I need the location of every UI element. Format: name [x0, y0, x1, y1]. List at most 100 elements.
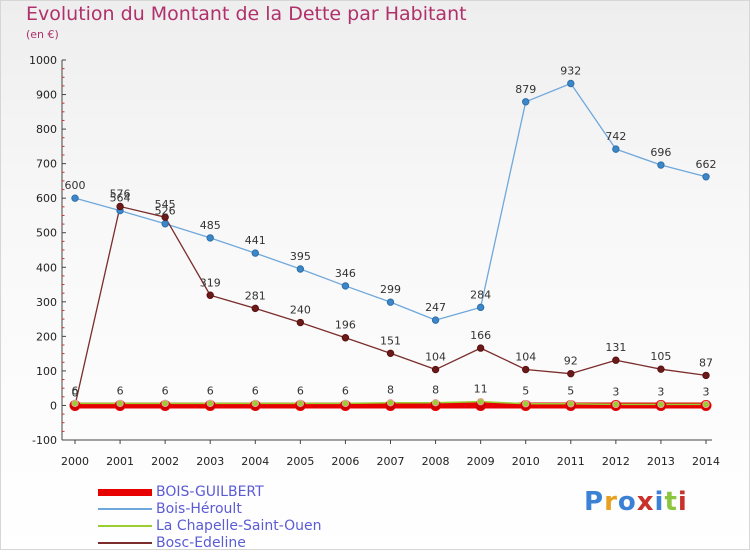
data-label: 5 — [567, 385, 574, 398]
data-label: 6 — [72, 384, 79, 397]
axes: -100 0 100 200 300 400 500 600 700 800 900 1000 2000… — [29, 54, 720, 468]
legend-label: Bosc-Edeline — [156, 535, 246, 551]
data-point — [386, 349, 395, 357]
legend-swatch — [98, 508, 152, 510]
x-tick-label: 2013 — [647, 455, 675, 468]
data-point — [296, 265, 305, 273]
data-label: 3 — [703, 385, 710, 398]
data-point — [71, 194, 79, 202]
x-tick-label: 2004 — [241, 455, 269, 468]
legend-swatch — [98, 489, 152, 496]
data-label: 5 — [522, 385, 529, 398]
data-label: 151 — [380, 334, 401, 347]
data-point — [431, 316, 440, 324]
data-point — [476, 303, 485, 312]
data-label: 564 — [110, 192, 131, 205]
data-label: 281 — [245, 289, 266, 302]
data-label: 6 — [117, 384, 124, 397]
data-label: 662 — [696, 158, 717, 171]
y-tick-label: 100 — [36, 365, 57, 378]
y-tick-label: 1000 — [29, 54, 57, 67]
data-label: 3 — [657, 385, 664, 398]
data-label: 3 — [612, 385, 619, 398]
data-point — [431, 365, 440, 374]
data-label: 11 — [474, 383, 488, 396]
y-tick-label: 900 — [36, 89, 57, 102]
data-label: 240 — [290, 304, 311, 317]
y-tick-label: 800 — [36, 123, 57, 136]
data-label: 485 — [200, 219, 221, 232]
legend-label: BOIS-GUILBERT — [156, 484, 264, 500]
data-label: 696 — [650, 146, 671, 159]
y-tick-label: 200 — [36, 330, 57, 343]
data-label: 131 — [605, 341, 626, 354]
data-label: 8 — [432, 384, 439, 397]
data-point — [161, 213, 169, 221]
data-point — [612, 145, 620, 153]
data-label: 0 — [72, 386, 79, 399]
data-point — [206, 291, 214, 299]
data-label: 346 — [335, 267, 356, 280]
data-label: 742 — [605, 130, 626, 143]
x-tick-label: 2012 — [602, 455, 630, 468]
series-points — [69, 79, 712, 411]
proxiti-logo: Proxiti — [584, 487, 688, 517]
y-tick-label: -100 — [32, 434, 57, 447]
data-point — [476, 397, 485, 406]
data-point — [702, 173, 710, 181]
data-label: 166 — [470, 329, 491, 342]
x-tick-label: 2011 — [557, 455, 585, 468]
data-point — [702, 400, 710, 409]
x-tick-label: 2003 — [196, 455, 224, 468]
data-point — [296, 318, 305, 327]
data-point — [657, 161, 665, 169]
data-point — [567, 369, 575, 378]
data-label: 87 — [699, 356, 713, 369]
data-point — [251, 249, 259, 257]
chart-title: Evolution du Montant de la Dette par Hab… — [26, 3, 467, 25]
data-point — [522, 365, 530, 374]
data-label: 879 — [515, 83, 536, 96]
data-point — [612, 400, 620, 409]
data-point — [116, 399, 124, 408]
x-tick-label: 2009 — [467, 455, 495, 468]
x-tick-label: 2000 — [61, 455, 89, 468]
data-point — [206, 399, 214, 408]
data-point — [522, 98, 530, 106]
series-labels: 600 564 526 485 441 395 346 299 247 284 879 932 742 6… — [65, 64, 717, 399]
data-label: 545 — [155, 198, 176, 211]
data-point — [657, 365, 665, 373]
data-label: 105 — [650, 350, 671, 363]
data-point — [341, 282, 350, 290]
data-label: 104 — [515, 351, 536, 364]
data-label: 284 — [470, 288, 491, 301]
data-label: 600 — [65, 179, 86, 192]
line-chart: -100 0 100 200 300 400 500 600 700 800 900 1000 2000… — [29, 54, 720, 468]
data-label: 932 — [560, 64, 581, 77]
data-point — [431, 398, 440, 407]
data-point — [341, 334, 350, 342]
data-label: 441 — [245, 234, 266, 247]
data-point — [476, 344, 485, 352]
x-tick-label: 2006 — [331, 455, 359, 468]
data-label: 395 — [290, 250, 311, 263]
y-tick-label: 0 — [50, 399, 57, 412]
data-label: 104 — [425, 351, 446, 364]
data-point — [386, 398, 395, 407]
data-label: 319 — [200, 276, 221, 289]
data-label: 576 — [110, 187, 131, 200]
data-point — [522, 400, 530, 408]
data-label: 8 — [387, 384, 394, 397]
data-label: 299 — [380, 283, 401, 296]
y-tick-label: 300 — [36, 296, 57, 309]
x-tick-label: 2010 — [512, 455, 540, 468]
legend-swatch — [98, 542, 152, 544]
data-point — [341, 399, 350, 408]
data-point — [567, 79, 575, 88]
data-label: 6 — [297, 384, 304, 397]
y-tick-label: 400 — [36, 261, 57, 274]
data-point — [161, 399, 169, 408]
data-point — [251, 304, 259, 313]
data-point — [116, 202, 124, 211]
legend-swatch — [98, 525, 152, 527]
